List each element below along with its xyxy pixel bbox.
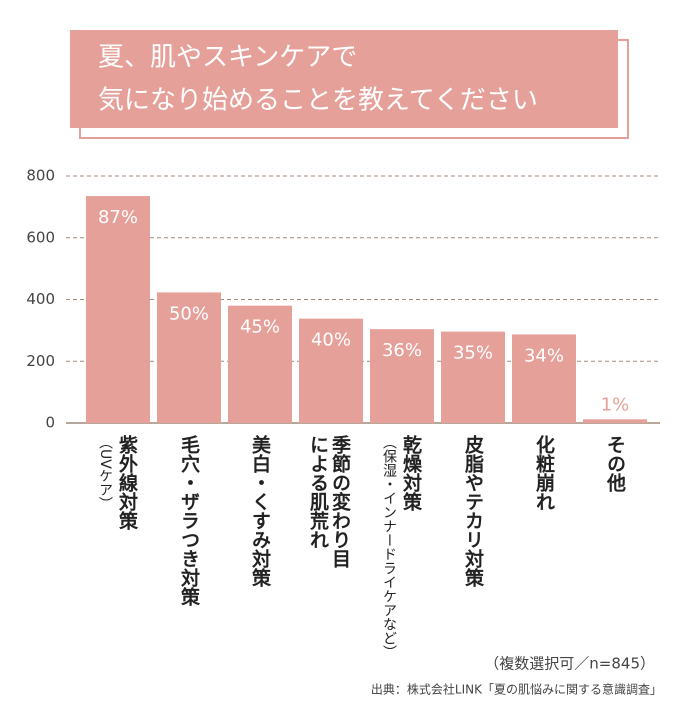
value-label: 45% <box>240 317 280 338</box>
x-tick-label: 乾燥対策 <box>400 434 423 512</box>
value-label: 35% <box>453 343 493 364</box>
value-label: 34% <box>524 345 564 366</box>
value-label: 36% <box>382 340 422 361</box>
bar <box>86 196 150 423</box>
x-tick-label: （保湿・インナードライケアなど） <box>381 435 397 659</box>
bar <box>512 334 576 423</box>
note: （複数選択可／n=845） <box>484 655 655 673</box>
y-tick-label: 800 <box>26 167 55 185</box>
x-tick-label: 化粧崩れ <box>533 434 555 511</box>
y-tick-label: 0 <box>45 414 55 432</box>
value-label: 1% <box>601 394 630 415</box>
bar <box>441 331 505 423</box>
source: 出典：株式会社LINK「夏の肌悩みに関する意識調査」 <box>371 682 662 697</box>
x-tick-label: による肌荒れ <box>307 435 329 549</box>
title-box <box>70 30 618 128</box>
x-tick-label: 皮脂やテカリ対策 <box>462 434 485 588</box>
value-label: 87% <box>98 207 138 228</box>
value-label: 50% <box>169 303 209 324</box>
bar <box>583 419 647 423</box>
bar <box>370 329 434 423</box>
x-tick-label: 美白・くすみ対策 <box>249 434 272 588</box>
chart-title: 気になり始めることを教えてください <box>98 86 538 116</box>
x-tick-label: 紫外線対策 <box>116 435 139 531</box>
x-tick-label: （UVケア） <box>97 435 113 511</box>
x-tick-label: その他 <box>604 435 627 492</box>
x-tick-label: 毛穴・ザラつき対策 <box>178 435 201 607</box>
y-tick-label: 400 <box>26 290 55 308</box>
bar <box>299 318 363 423</box>
bar <box>157 292 221 423</box>
chart-title: 夏、肌やスキンケアで <box>98 43 357 73</box>
bar <box>228 305 292 423</box>
x-tick-label: 季節の変わり目 <box>329 435 351 568</box>
y-tick-label: 600 <box>26 228 55 246</box>
y-tick-label: 200 <box>26 352 55 370</box>
value-label: 40% <box>311 330 351 351</box>
